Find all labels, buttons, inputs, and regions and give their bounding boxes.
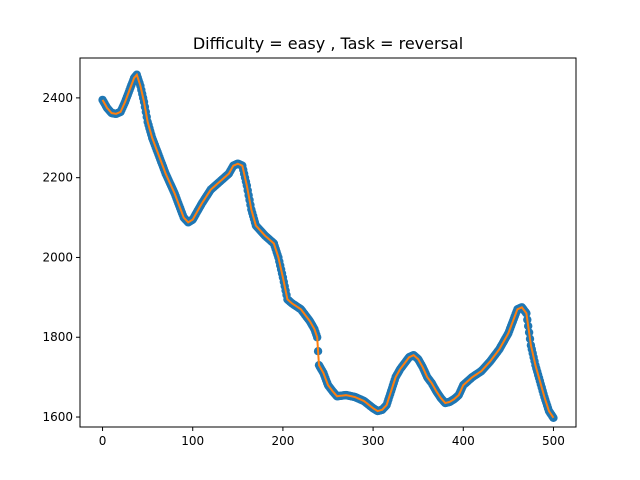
x-tick-label: 300 (362, 434, 385, 448)
plot-area (98, 70, 558, 423)
y-tick-label: 2400 (42, 91, 73, 105)
series-line (101, 72, 555, 419)
y-tick-label: 1600 (42, 410, 73, 424)
y-tick-label: 2000 (42, 250, 73, 264)
x-tick-label: 200 (271, 434, 294, 448)
x-tick-label: 100 (181, 434, 204, 448)
y-tick-label: 1800 (42, 330, 73, 344)
x-tick-label: 400 (452, 434, 475, 448)
axes-frame (79, 57, 577, 428)
x-tick-label: 0 (99, 434, 107, 448)
y-tick-label: 2200 (42, 171, 73, 185)
axis-ticks: 0 100 200 300 400 500 1600 1800 2000 2200 2400 (42, 91, 564, 448)
x-tick-label: 500 (542, 434, 565, 448)
chart-title: Difficulty = easy , Task = reversal (193, 34, 463, 53)
